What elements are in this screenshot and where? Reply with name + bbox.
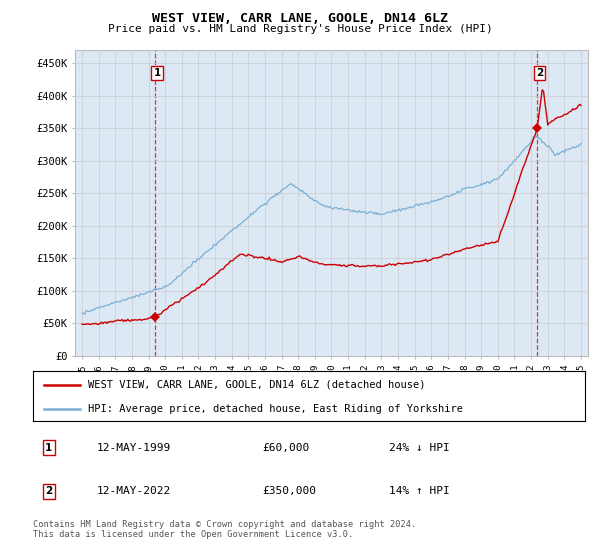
Text: £60,000: £60,000: [262, 443, 310, 452]
Text: Price paid vs. HM Land Registry's House Price Index (HPI): Price paid vs. HM Land Registry's House …: [107, 24, 493, 34]
Text: 1: 1: [45, 443, 52, 452]
Text: 12-MAY-2022: 12-MAY-2022: [97, 487, 171, 496]
Text: 2: 2: [45, 487, 52, 496]
Text: Contains HM Land Registry data © Crown copyright and database right 2024.
This d: Contains HM Land Registry data © Crown c…: [33, 520, 416, 539]
Text: 2: 2: [536, 68, 543, 78]
Text: 24% ↓ HPI: 24% ↓ HPI: [389, 443, 450, 452]
Text: WEST VIEW, CARR LANE, GOOLE, DN14 6LZ (detached house): WEST VIEW, CARR LANE, GOOLE, DN14 6LZ (d…: [88, 380, 426, 390]
Text: WEST VIEW, CARR LANE, GOOLE, DN14 6LZ: WEST VIEW, CARR LANE, GOOLE, DN14 6LZ: [152, 12, 448, 25]
Text: 14% ↑ HPI: 14% ↑ HPI: [389, 487, 450, 496]
Text: 1: 1: [154, 68, 161, 78]
Text: £350,000: £350,000: [262, 487, 316, 496]
Text: 12-MAY-1999: 12-MAY-1999: [97, 443, 171, 452]
Text: HPI: Average price, detached house, East Riding of Yorkshire: HPI: Average price, detached house, East…: [88, 404, 463, 413]
